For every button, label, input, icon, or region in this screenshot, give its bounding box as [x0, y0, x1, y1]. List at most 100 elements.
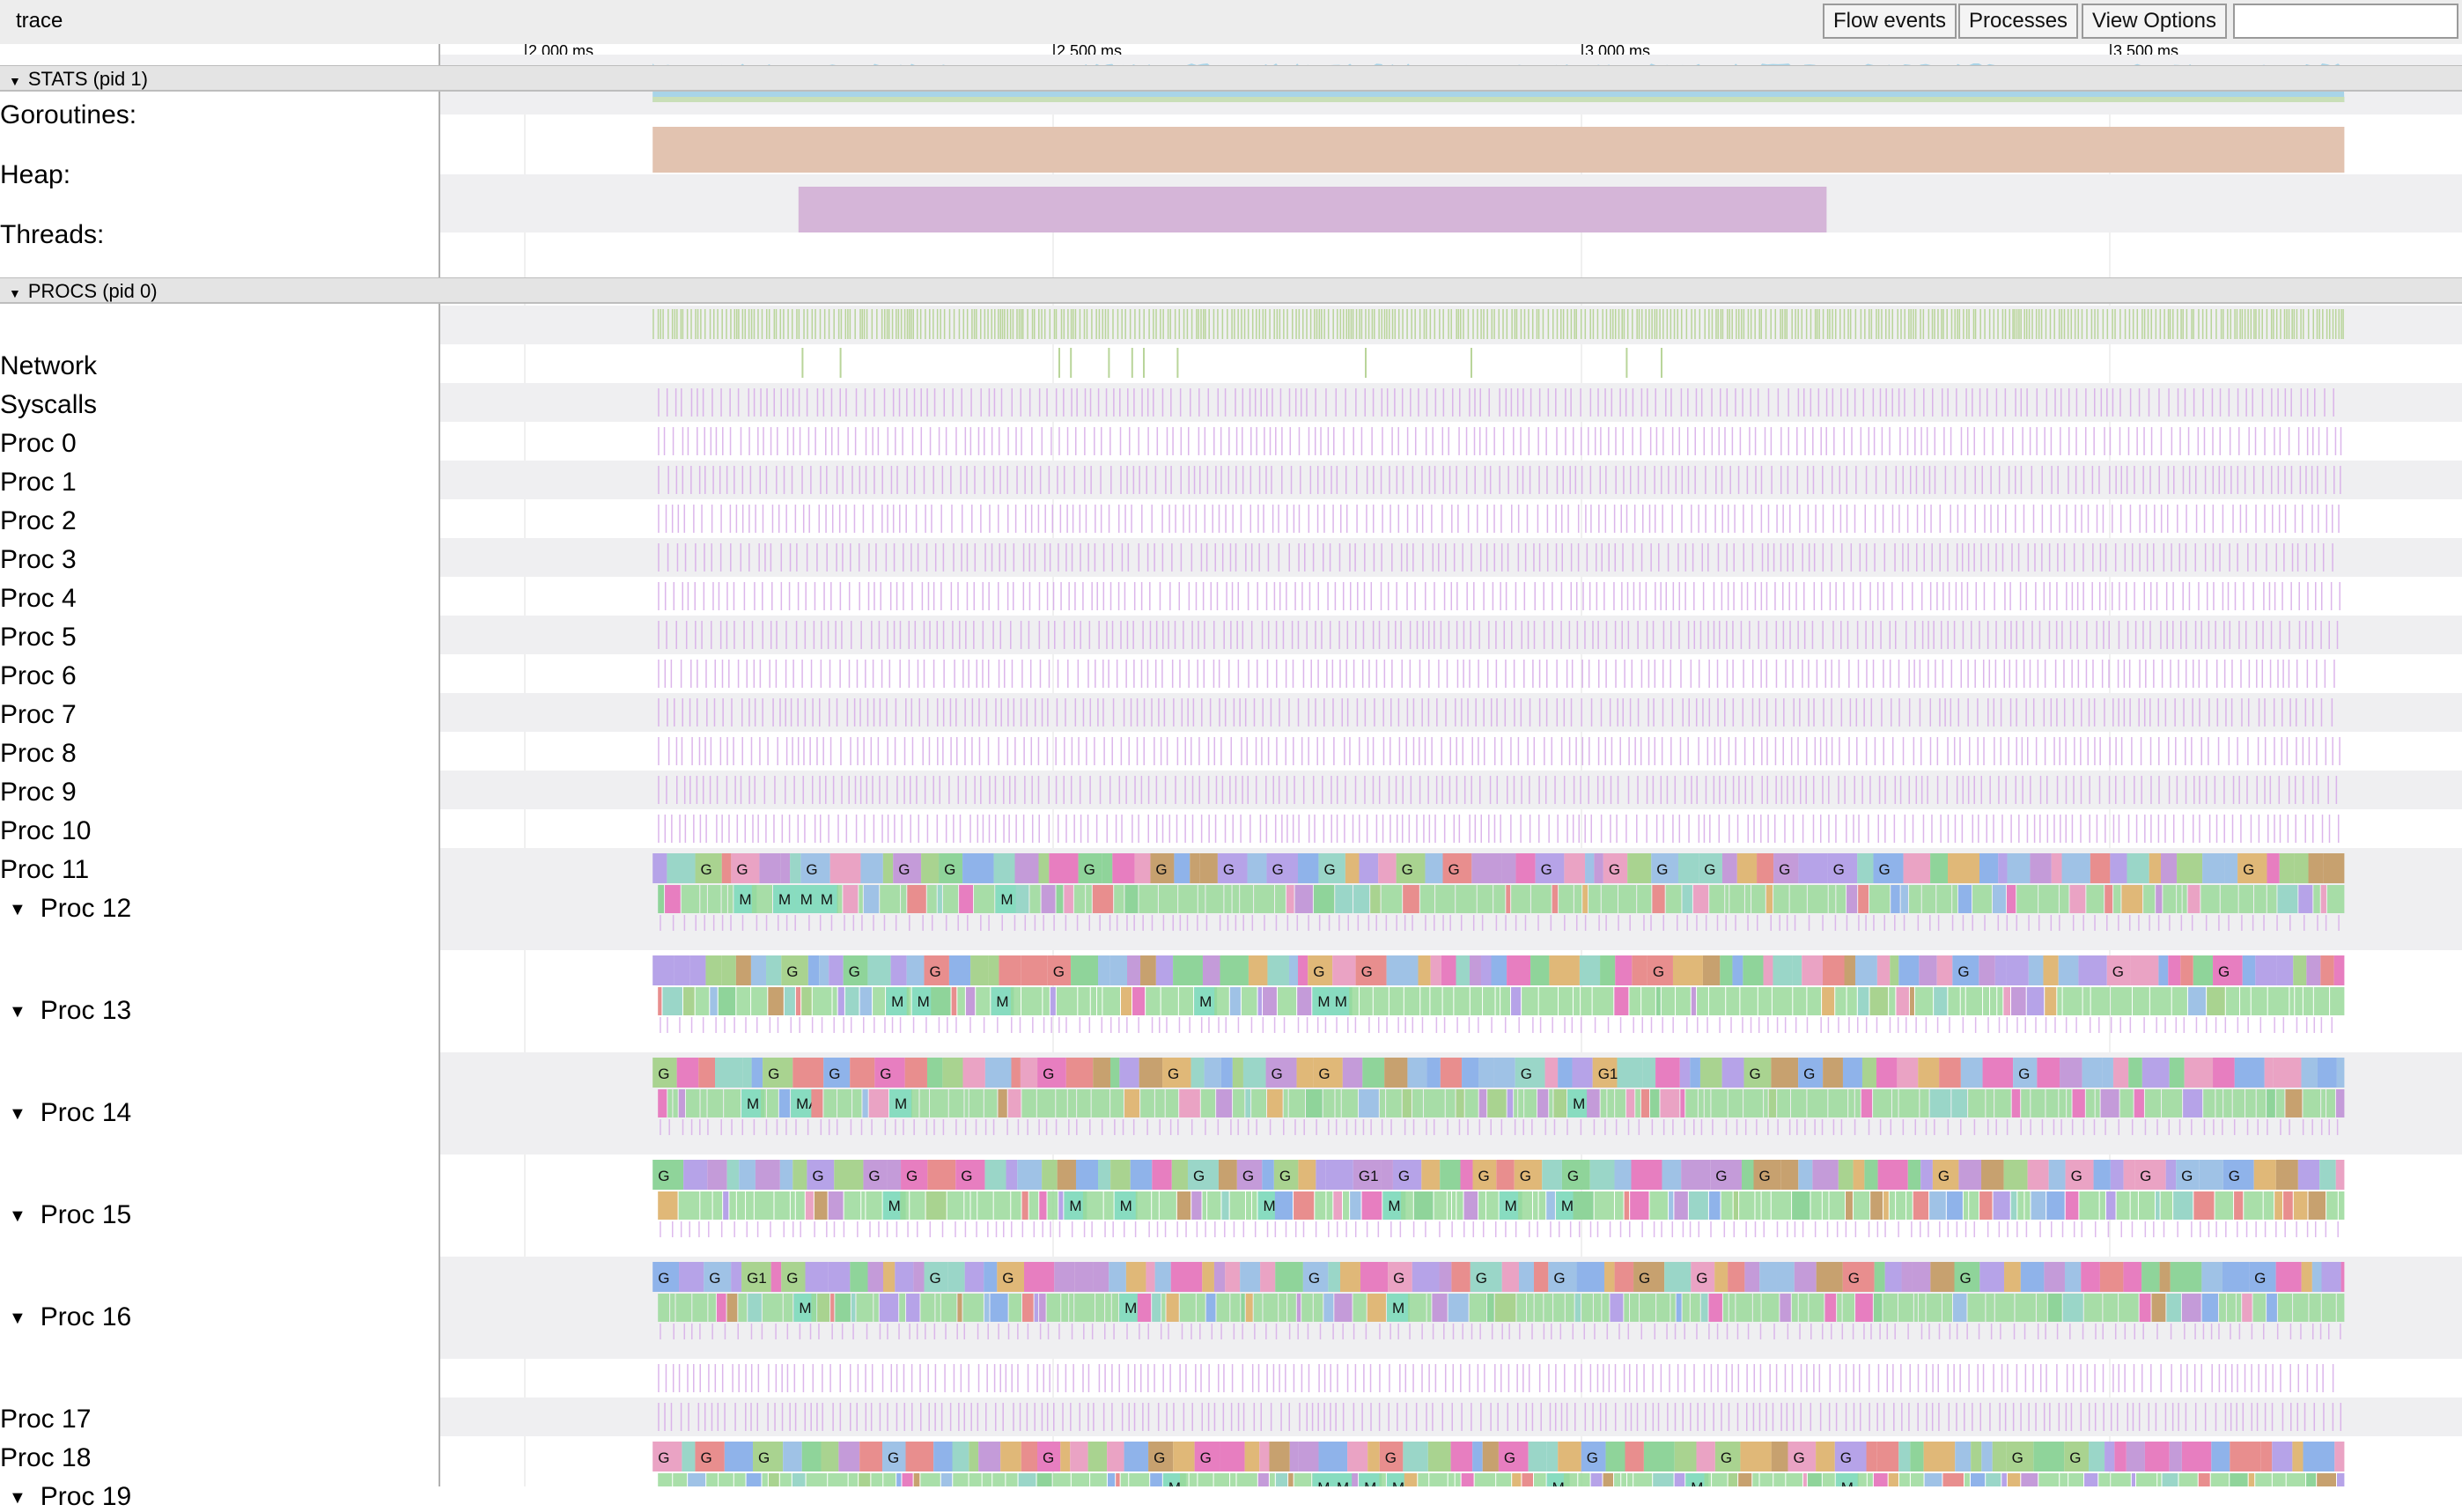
proc-event: [984, 427, 985, 455]
network-event: [1332, 309, 1334, 339]
proc-event: [1969, 737, 1971, 765]
proc-event: [2259, 698, 2260, 726]
network-event: [1765, 309, 1767, 339]
proc-event: [668, 1119, 670, 1135]
slice-label: M: [1120, 1198, 1132, 1214]
expand-caret-icon[interactable]: ▼: [9, 900, 26, 920]
view-options-button[interactable]: View Options: [2082, 4, 2227, 39]
proc-event: [2224, 660, 2226, 688]
proc-event: [1208, 1017, 1210, 1033]
proc-event: [1564, 776, 1566, 804]
slice-label: G: [1223, 861, 1235, 878]
proc-event: [2241, 698, 2243, 726]
proc-event: [1256, 427, 1257, 455]
proc-event: [1464, 776, 1466, 804]
proc-event: [810, 466, 812, 494]
proc-event: [1428, 621, 1430, 649]
proc-event: [1615, 466, 1617, 494]
proc-event: [2304, 915, 2305, 931]
proc-event: [1165, 1221, 1167, 1237]
goroutine-slice: [1590, 1160, 1615, 1190]
proc-event: [1596, 543, 1597, 572]
gc-slice: [1306, 1089, 1323, 1117]
proc-event: [1445, 698, 1447, 726]
proc-event: [676, 737, 678, 765]
proc-event: [1537, 915, 1539, 931]
proc-event: [1616, 815, 1618, 843]
proc-event: [2206, 776, 2208, 804]
proc-event: [1456, 737, 1457, 765]
proc-event: [1917, 505, 1919, 533]
network-event: [1468, 309, 1470, 339]
track-label[interactable]: ▼Proc 12: [0, 894, 131, 924]
proc-event: [1095, 543, 1096, 572]
proc-event: [2015, 388, 2016, 417]
proc-event: [1112, 543, 1114, 572]
goroutine-slice: [759, 853, 780, 883]
expand-caret-icon[interactable]: ▼: [9, 1309, 26, 1329]
network-event: [1806, 309, 1808, 339]
track-label-text: Goroutines:: [0, 100, 136, 129]
gc-slice: [2200, 885, 2219, 913]
gc-slice: [2027, 987, 2045, 1015]
gc-slice: [1180, 1294, 1196, 1322]
goroutine-slice: [707, 1160, 726, 1190]
proc-event: [766, 915, 768, 931]
proc-event: [1815, 1221, 1817, 1237]
proc-event: [755, 505, 756, 533]
proc-event: [2193, 815, 2194, 843]
track-label[interactable]: ▼Proc 16: [0, 1302, 131, 1332]
proc-event: [675, 388, 677, 417]
gc-slice: [2084, 1294, 2103, 1322]
proc-event: [1573, 427, 1574, 455]
proc-event: [1596, 582, 1598, 610]
network-event: [2340, 309, 2342, 339]
expand-caret-icon[interactable]: ▼: [9, 1206, 26, 1227]
proc-event: [825, 776, 827, 804]
proc-event: [1402, 815, 1404, 843]
track-label[interactable]: ▼Proc 14: [0, 1098, 131, 1128]
proc-event: [1262, 621, 1264, 649]
proc-event: [2158, 466, 2160, 494]
proc-event: [2049, 582, 2051, 610]
proc-event: [2252, 388, 2253, 417]
gc-slice: [1336, 1089, 1341, 1117]
goroutine-slice: [2334, 955, 2345, 985]
expand-caret-icon[interactable]: ▼: [9, 1104, 26, 1125]
proc-event: [1473, 915, 1475, 931]
processes-button[interactable]: Processes: [1958, 4, 2078, 39]
expand-caret-icon[interactable]: ▼: [9, 1488, 26, 1508]
slice-label: M: [747, 1095, 759, 1112]
track-label[interactable]: ▼Proc 13: [0, 996, 131, 1026]
proc-event: [2072, 1119, 2074, 1135]
gc-slice: [1191, 1191, 1201, 1220]
goroutine-slice: [1191, 1058, 1205, 1088]
proc-event: [1831, 698, 1832, 726]
proc-event: [1866, 1017, 1868, 1033]
proc-event: [1684, 1119, 1685, 1135]
gc-slice: [1374, 987, 1389, 1015]
goroutine-slice: [689, 955, 705, 985]
goroutine-slice: [1798, 853, 1827, 883]
proc-event: [2005, 388, 2007, 417]
expand-caret-icon[interactable]: ▼: [9, 1002, 26, 1022]
proc-event: [1274, 582, 1276, 610]
track-label[interactable]: ▼Proc 19: [0, 1482, 131, 1512]
proc-event: [2005, 776, 2007, 804]
network-event: [2168, 309, 2170, 339]
proc-event: [2307, 582, 2309, 610]
track-label[interactable]: ▼Proc 15: [0, 1200, 131, 1230]
proc-event: [881, 466, 883, 494]
gc-slice: [1456, 1191, 1463, 1220]
gc-slice: [1511, 885, 1530, 913]
search-input[interactable]: [2233, 4, 2458, 39]
gc-slice: [1990, 987, 1996, 1015]
flow-events-button[interactable]: Flow events: [1823, 4, 1957, 39]
network-event: [721, 309, 723, 339]
proc-event: [1879, 776, 1881, 804]
proc-event: [2199, 698, 2200, 726]
proc-event: [1478, 660, 1479, 688]
proc-event: [1940, 815, 1942, 843]
